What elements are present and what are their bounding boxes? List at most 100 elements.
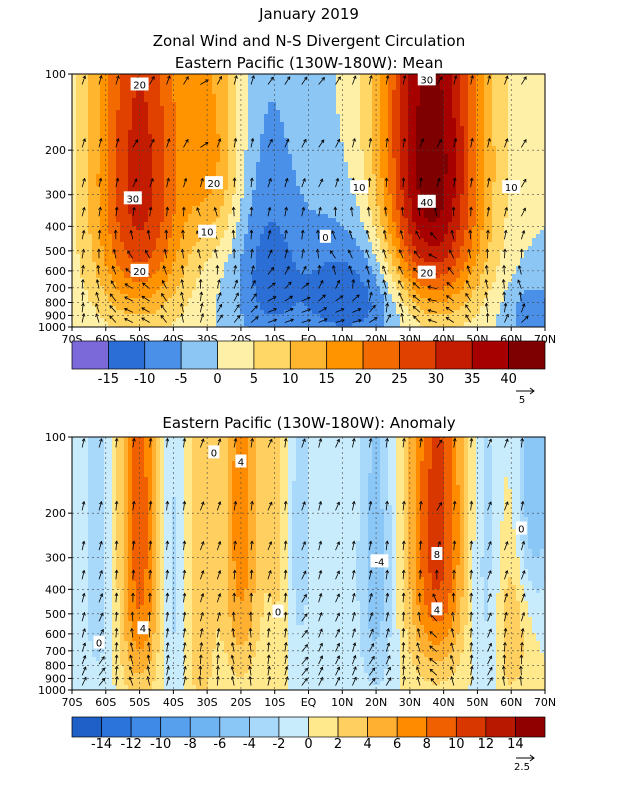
field-cell bbox=[84, 90, 89, 95]
field-cell bbox=[364, 126, 369, 131]
field-cell bbox=[220, 170, 225, 175]
field-cell bbox=[224, 118, 229, 123]
field-cell bbox=[208, 298, 213, 303]
field-cell bbox=[228, 302, 233, 307]
field-cell bbox=[172, 274, 177, 279]
field-cell bbox=[252, 322, 257, 327]
field-cell bbox=[96, 114, 101, 119]
field-cell bbox=[176, 294, 181, 299]
field-cell bbox=[364, 294, 369, 299]
field-cell bbox=[248, 114, 253, 119]
field-cell bbox=[264, 258, 269, 263]
field-cell bbox=[304, 154, 309, 159]
field-cell bbox=[136, 182, 141, 187]
field-cell bbox=[136, 298, 141, 303]
field-cell bbox=[72, 130, 77, 135]
field-cell bbox=[164, 282, 169, 287]
field-cell bbox=[140, 110, 145, 115]
field-cell bbox=[316, 266, 321, 271]
field-cell bbox=[360, 226, 365, 231]
field-cell bbox=[296, 178, 301, 183]
field-cell bbox=[236, 130, 241, 135]
field-cell bbox=[364, 286, 369, 291]
field-cell bbox=[208, 110, 213, 115]
field-cell bbox=[328, 78, 333, 83]
field-cell bbox=[188, 254, 193, 259]
field-cell bbox=[260, 198, 265, 203]
field-cell bbox=[104, 270, 109, 275]
field-cell bbox=[308, 254, 313, 259]
field-cell bbox=[348, 202, 353, 207]
field-cell bbox=[328, 274, 333, 279]
field-cell bbox=[88, 102, 93, 107]
field-cell bbox=[148, 254, 153, 259]
field-cell bbox=[260, 98, 265, 103]
field-cell bbox=[184, 186, 189, 191]
field-cell bbox=[100, 322, 105, 327]
field-cell bbox=[244, 290, 249, 295]
field-cell bbox=[236, 206, 241, 211]
field-cell bbox=[112, 278, 117, 283]
field-cell bbox=[264, 150, 269, 155]
field-cell bbox=[152, 178, 157, 183]
field-cell bbox=[288, 174, 293, 179]
field-cell bbox=[212, 270, 217, 275]
field-cell bbox=[252, 126, 257, 131]
field-cell bbox=[132, 286, 137, 291]
field-cell bbox=[152, 162, 157, 167]
field-cell bbox=[80, 130, 85, 135]
field-cell bbox=[104, 286, 109, 291]
field-cell bbox=[140, 214, 145, 219]
field-cell bbox=[236, 294, 241, 299]
field-cell bbox=[152, 94, 157, 99]
field-cell bbox=[332, 166, 337, 171]
field-cell bbox=[364, 74, 369, 79]
field-cell bbox=[228, 266, 233, 271]
field-cell bbox=[100, 74, 105, 79]
field-cell bbox=[164, 250, 169, 255]
field-cell bbox=[372, 298, 377, 303]
field-cell bbox=[276, 246, 281, 251]
field-cell bbox=[288, 218, 293, 223]
field-cell bbox=[328, 142, 333, 147]
field-cell bbox=[180, 150, 185, 155]
field-cell bbox=[364, 262, 369, 267]
field-cell bbox=[280, 278, 285, 283]
field-cell bbox=[272, 158, 277, 163]
field-cell bbox=[352, 166, 357, 171]
field-cell bbox=[360, 306, 365, 311]
field-cell bbox=[228, 194, 233, 199]
field-cell bbox=[308, 122, 313, 127]
panel-mean: 70S 60S 50S 40S 30S 20S 10S EQ 10N 20N 30N 40N 50N 60… bbox=[38, 68, 556, 406]
field-cell bbox=[360, 170, 365, 175]
field-cell bbox=[88, 114, 93, 119]
field-cell bbox=[184, 246, 189, 251]
field-cell bbox=[276, 198, 281, 203]
field-cell bbox=[236, 318, 241, 323]
field-cell bbox=[328, 310, 333, 315]
field-cell bbox=[328, 250, 333, 255]
field-cell bbox=[324, 82, 329, 87]
field-cell bbox=[356, 130, 361, 135]
field-cell bbox=[124, 82, 129, 87]
field-cell bbox=[232, 278, 237, 283]
field-cell bbox=[212, 134, 217, 139]
field-cell bbox=[232, 298, 237, 303]
field-cell bbox=[348, 194, 353, 199]
field-cell bbox=[92, 138, 97, 143]
field-cell bbox=[228, 178, 233, 183]
field-cell bbox=[252, 270, 257, 275]
field-cell bbox=[208, 278, 213, 283]
field-cell bbox=[356, 202, 361, 207]
field-cell bbox=[192, 122, 197, 127]
field-cell bbox=[120, 286, 125, 291]
field-cell bbox=[72, 182, 77, 187]
field-cell bbox=[108, 218, 113, 223]
field-cell bbox=[132, 134, 137, 139]
field-cell bbox=[304, 202, 309, 207]
field-cell bbox=[372, 246, 377, 251]
field-cell bbox=[96, 294, 101, 299]
field-cell bbox=[328, 286, 333, 291]
field-cell bbox=[356, 170, 361, 175]
